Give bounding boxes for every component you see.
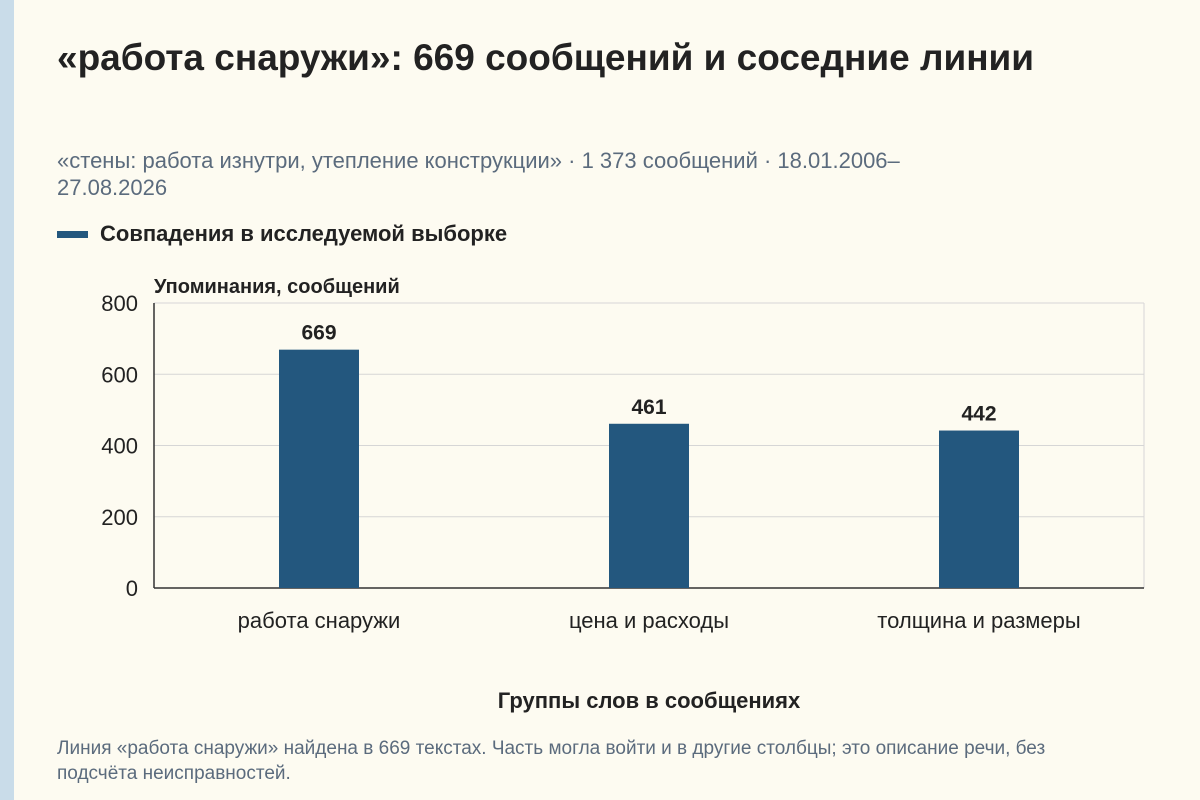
y-tick-label: 200 bbox=[101, 505, 138, 530]
bar bbox=[609, 423, 689, 588]
y-axis-label: Упоминания, сообщений bbox=[154, 276, 400, 298]
bar-value-label: 461 bbox=[631, 396, 666, 419]
x-tick-label: работа снаружи bbox=[238, 608, 401, 633]
y-tick-label: 800 bbox=[101, 291, 138, 316]
legend-label: Совпадения в исследуемой выборке bbox=[100, 221, 508, 246]
legend: Совпадения в исследуемой выборке bbox=[57, 219, 507, 249]
chart-title: «работа снаружи»: 669 сообщений и соседн… bbox=[57, 37, 1035, 78]
chart-subtitle: «стены: работа изнутри, утепление констр… bbox=[57, 148, 900, 200]
side-accent-strip bbox=[0, 0, 14, 800]
x-tick-label: толщина и размеры bbox=[877, 608, 1080, 633]
legend-swatch bbox=[57, 230, 88, 238]
bar bbox=[279, 349, 359, 588]
y-tick-label: 0 bbox=[126, 576, 138, 601]
x-axis-label: Группы слов в сообщениях bbox=[498, 688, 801, 713]
bar bbox=[939, 430, 1019, 588]
y-tick-label: 400 bbox=[101, 434, 138, 459]
y-tick-label: 600 bbox=[101, 362, 138, 387]
x-tick-label: цена и расходы bbox=[569, 608, 729, 633]
bar-value-label: 669 bbox=[301, 322, 336, 345]
chart-caption: Линия «работа снаружи» найдена в 669 тек… bbox=[57, 738, 1046, 784]
bar-value-label: 442 bbox=[961, 403, 996, 426]
